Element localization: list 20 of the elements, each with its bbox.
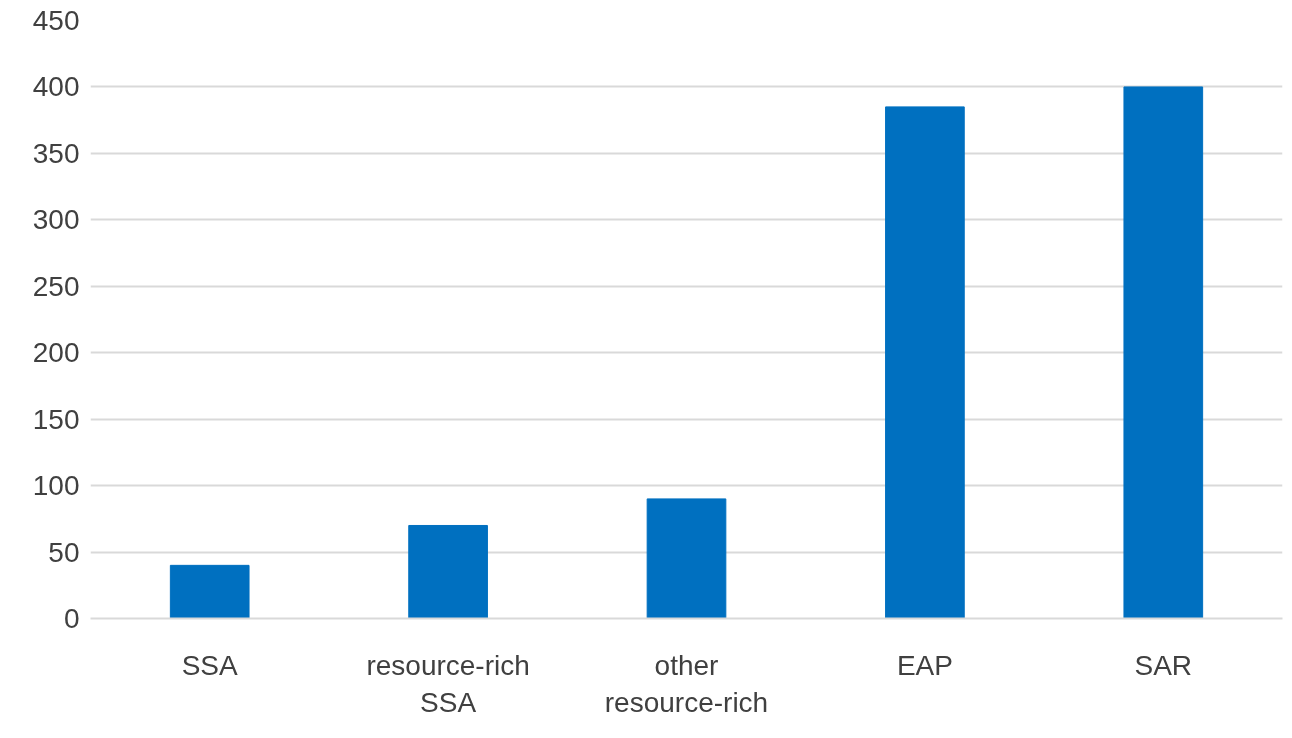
x-tick-label: other resource-rich bbox=[604, 649, 769, 718]
bar bbox=[408, 524, 488, 619]
bar bbox=[1123, 86, 1204, 619]
x-tick-label: SSA bbox=[181, 649, 239, 681]
y-tick-label: 250 bbox=[32, 270, 80, 302]
y-tick-label: 450 bbox=[32, 5, 80, 36]
y-tick-label: 100 bbox=[32, 470, 80, 502]
bar bbox=[169, 564, 250, 619]
y-tick-label: 400 bbox=[32, 71, 80, 103]
bar bbox=[646, 498, 727, 619]
y-tick-label: 150 bbox=[32, 403, 80, 435]
y-tick-label: 350 bbox=[32, 137, 80, 169]
x-tick-label: resource-rich SSA bbox=[366, 649, 530, 718]
bar bbox=[885, 106, 965, 619]
x-tick-label: EAP bbox=[896, 649, 953, 681]
x-tick-label: SAR bbox=[1134, 649, 1193, 681]
y-tick-label: 300 bbox=[32, 204, 80, 236]
y-tick-label: 200 bbox=[32, 337, 80, 369]
y-tick-label: 50 bbox=[48, 536, 80, 568]
y-tick-label: 0 bbox=[63, 603, 80, 634]
